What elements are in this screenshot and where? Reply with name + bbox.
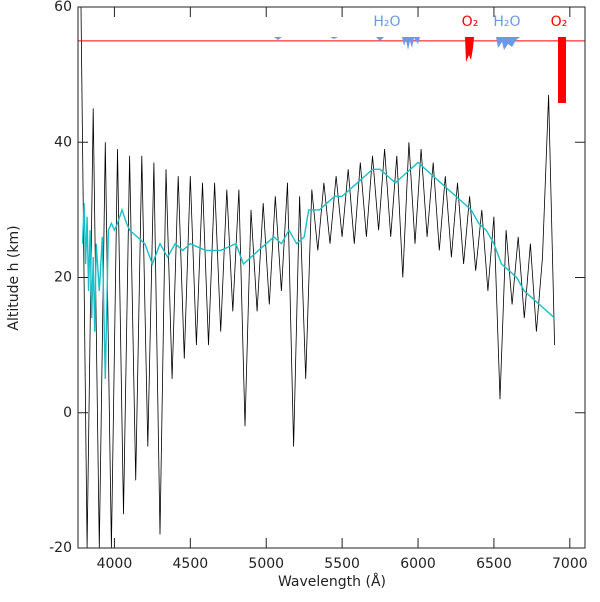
y-tick-label: -20 bbox=[49, 540, 72, 556]
annotation: H₂O bbox=[373, 14, 400, 30]
o2-band bbox=[558, 37, 566, 103]
x-tick-label: 4000 bbox=[97, 556, 133, 572]
annotation: O₂ bbox=[462, 14, 479, 30]
annotation: O₂ bbox=[551, 14, 568, 30]
x-tick-label: 5500 bbox=[324, 556, 360, 572]
x-tick-label: 6000 bbox=[400, 556, 436, 572]
series-line bbox=[81, 161, 556, 379]
annotation: H₂O bbox=[493, 14, 520, 30]
y-tick-label: 20 bbox=[54, 270, 72, 286]
plot-frame bbox=[77, 6, 586, 549]
x-tick-label: 5000 bbox=[248, 556, 284, 572]
h2o-band bbox=[402, 37, 420, 50]
o2-band bbox=[465, 37, 474, 62]
x-tick-label: 7000 bbox=[552, 556, 588, 572]
y-axis-label: Altitude h (km) bbox=[6, 225, 22, 330]
y-tick-label: 60 bbox=[54, 0, 72, 15]
y-tick-label: 0 bbox=[63, 405, 72, 421]
absorption-bands bbox=[274, 37, 566, 103]
y-tick-label: 40 bbox=[54, 134, 72, 150]
x-axis-label: Wavelength (Å) bbox=[278, 573, 386, 590]
h2o-band bbox=[496, 37, 520, 50]
series-line bbox=[80, 6, 555, 549]
x-tick-label: 4500 bbox=[173, 556, 209, 572]
x-tick-label: 6500 bbox=[476, 556, 512, 572]
